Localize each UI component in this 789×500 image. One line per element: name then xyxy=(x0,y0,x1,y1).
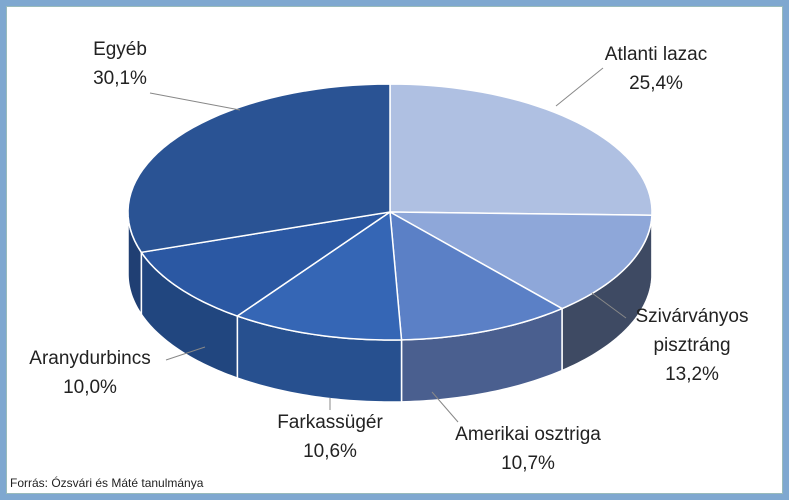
value-label: 13,2% xyxy=(665,364,719,385)
category-name: Farkassügér xyxy=(277,412,383,433)
value-label: 25,4% xyxy=(629,73,683,94)
slice-label: Farkassügér 10,6% xyxy=(250,408,410,466)
slice xyxy=(389,210,564,341)
slice xyxy=(389,83,653,216)
category-name: Amerikai osztriga xyxy=(455,424,601,445)
leader-line xyxy=(431,391,459,423)
value-label: 10,0% xyxy=(63,377,117,398)
category-name: Egyéb xyxy=(93,39,147,60)
value-label: 30,1% xyxy=(93,68,147,89)
slice-label: Egyéb 30,1% xyxy=(60,35,180,93)
slice xyxy=(140,211,391,317)
leader-line xyxy=(591,292,627,319)
slice-label: Amerikai osztriga 10,7% xyxy=(418,420,638,478)
category-name: Aranydurbincs xyxy=(29,348,151,369)
category-name: Atlanti lazac xyxy=(604,44,708,65)
leader-line xyxy=(149,92,241,111)
slice-label: Aranydurbincs 10,0% xyxy=(10,344,170,402)
slice-label: Szivárványos pisztráng 13,2% xyxy=(617,302,767,389)
value-label: 10,6% xyxy=(303,441,357,462)
slice xyxy=(235,210,403,341)
category-name: Szivárványos pisztráng xyxy=(635,306,749,356)
value-label: 10,7% xyxy=(501,453,555,474)
slice xyxy=(127,83,391,254)
slice xyxy=(389,211,653,310)
leader-line xyxy=(555,67,604,107)
leader-line xyxy=(165,346,206,361)
source-note: Forrás: Ózsvári és Máté tanulmánya xyxy=(10,476,204,490)
slice-label: Atlanti lazac 25,4% xyxy=(586,40,726,98)
